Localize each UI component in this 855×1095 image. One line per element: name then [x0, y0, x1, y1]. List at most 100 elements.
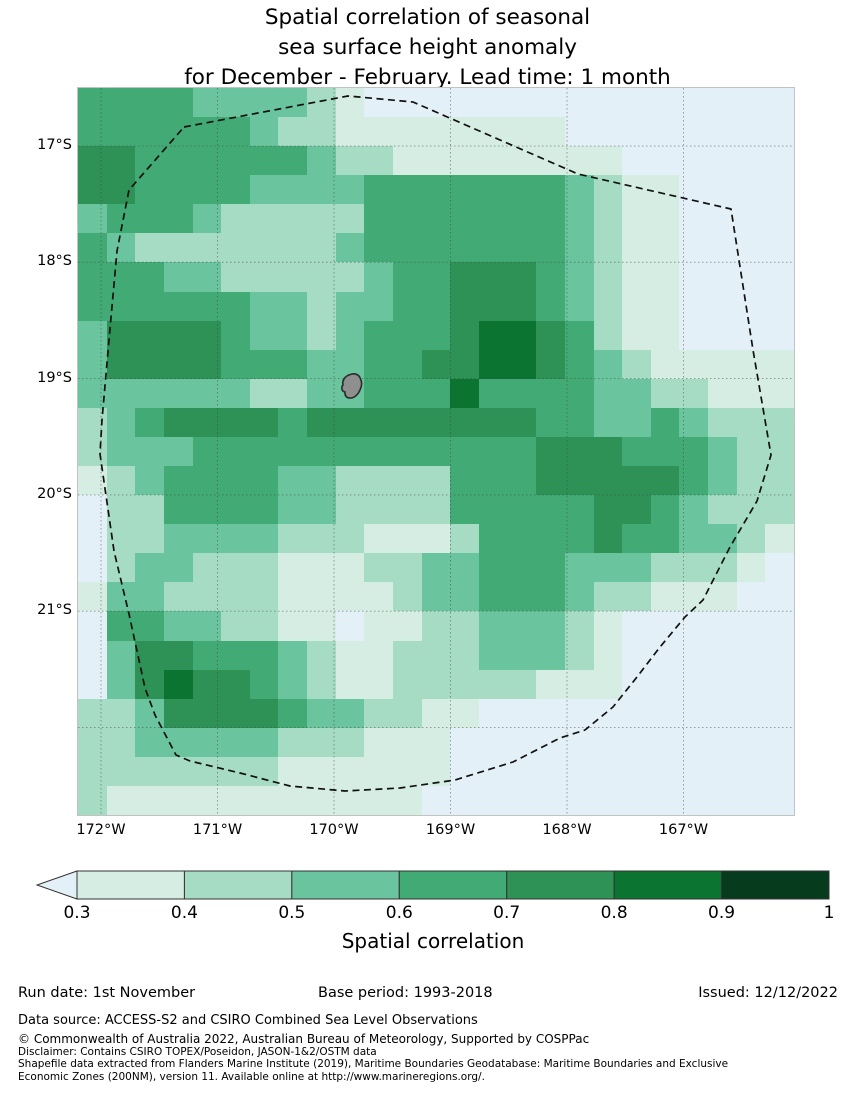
heatmap-cell	[221, 611, 251, 641]
heatmap-cell	[106, 727, 136, 758]
heatmap-cell	[135, 756, 165, 787]
heatmap-cell	[135, 320, 165, 351]
heatmap-cell	[650, 291, 680, 321]
heatmap-cell	[650, 553, 680, 583]
chart-title: Spatial correlation of seasonal sea surf…	[0, 3, 855, 93]
heatmap-cell	[278, 146, 308, 176]
heatmap-cell	[364, 524, 394, 554]
heatmap-cell	[679, 698, 709, 729]
heatmap-cell	[163, 756, 193, 787]
heatmap-cell	[278, 524, 308, 554]
heatmap-cell	[78, 553, 107, 583]
heatmap-cell	[249, 640, 279, 670]
heatmap-cell	[450, 727, 480, 758]
heatmap-cell	[679, 611, 709, 641]
heatmap-cell	[78, 117, 107, 147]
heatmap-cell	[650, 349, 680, 380]
heatmap-cell	[278, 117, 308, 147]
heatmap-cell	[679, 785, 709, 816]
heatmap-cell	[78, 785, 107, 816]
heatmap-cell	[249, 117, 279, 147]
heatmap-cell	[765, 436, 795, 467]
heatmap-cell	[765, 291, 795, 321]
heatmap-cell	[708, 378, 738, 409]
heatmap-cell	[364, 669, 394, 700]
heatmap-cell	[393, 204, 423, 234]
heatmap-cell	[135, 233, 165, 263]
heatmap-cell	[450, 524, 480, 554]
heatmap-cell	[78, 175, 107, 205]
heatmap-cell	[450, 320, 480, 351]
heatmap-cell	[421, 698, 451, 729]
heatmap-cell	[192, 524, 222, 554]
heatmap-cell	[622, 524, 652, 554]
y-tick-label: 19°S	[37, 369, 72, 386]
heatmap-cell	[393, 349, 423, 380]
heatmap-cell	[650, 698, 680, 729]
heatmap-cell	[736, 146, 766, 176]
heatmap-cell	[765, 524, 795, 554]
heatmap-cell	[736, 553, 766, 583]
heatmap-cell	[364, 640, 394, 670]
heatmap-cell	[135, 466, 165, 496]
heatmap-cell	[249, 349, 279, 380]
heatmap-cell	[421, 233, 451, 263]
heatmap-cell	[278, 553, 308, 583]
heatmap-cell	[364, 175, 394, 205]
heatmap-cell	[335, 320, 365, 351]
heatmap-cell	[736, 669, 766, 700]
heatmap-cell	[335, 611, 365, 641]
heatmap-cell	[708, 436, 738, 467]
heatmap-cell	[135, 669, 165, 700]
heatmap-cell	[106, 495, 136, 525]
heatmap-cell	[679, 146, 709, 176]
heatmap-cell	[478, 262, 508, 292]
heatmap-cell	[307, 756, 337, 787]
heatmap-cell	[249, 320, 279, 351]
heatmap-cell	[765, 727, 795, 758]
y-tick-label: 21°S	[37, 602, 72, 619]
heatmap-cell	[564, 582, 594, 612]
heatmap-cell	[249, 553, 279, 583]
heatmap-cell	[192, 436, 222, 467]
heatmap-cell	[163, 233, 193, 263]
heatmap-cell	[736, 640, 766, 670]
heatmap-cell	[78, 320, 107, 351]
heatmap-cell	[278, 88, 308, 118]
heatmap-cell	[135, 262, 165, 292]
heatmap-cell	[307, 495, 337, 525]
heatmap-cell	[421, 436, 451, 467]
heatmap-cell	[478, 669, 508, 700]
heatmap-cell	[450, 611, 480, 641]
heatmap-cell	[78, 611, 107, 641]
heatmap-cell	[307, 378, 337, 409]
heatmap-cell	[564, 349, 594, 380]
heatmap-cell	[364, 495, 394, 525]
heatmap-cell	[364, 698, 394, 729]
heatmap-cell	[393, 466, 423, 496]
heatmap-cell	[679, 204, 709, 234]
heatmap-cell	[679, 407, 709, 438]
heatmap-cell	[536, 117, 566, 147]
heatmap-cell	[708, 117, 738, 147]
heatmap-cell	[249, 233, 279, 263]
heatmap-cell	[364, 407, 394, 438]
heatmap-cell	[135, 495, 165, 525]
heatmap-cell	[536, 553, 566, 583]
heatmap-cell	[536, 669, 566, 700]
heatmap-cell	[593, 524, 623, 554]
heatmap-cell	[163, 291, 193, 321]
heatmap-cell	[478, 785, 508, 816]
heatmap-cell	[708, 320, 738, 351]
heatmap-cell	[78, 262, 107, 292]
heatmap-cell	[536, 756, 566, 787]
heatmap-cell	[679, 378, 709, 409]
heatmap-cell	[593, 756, 623, 787]
heatmap-cell	[135, 117, 165, 147]
heatmap-cell	[192, 466, 222, 496]
heatmap-cell	[507, 378, 537, 409]
colorbar-label: Spatial correlation	[341, 929, 525, 953]
heatmap-cell	[393, 262, 423, 292]
heatmap-cell	[765, 785, 795, 816]
heatmap-cell	[78, 669, 107, 700]
